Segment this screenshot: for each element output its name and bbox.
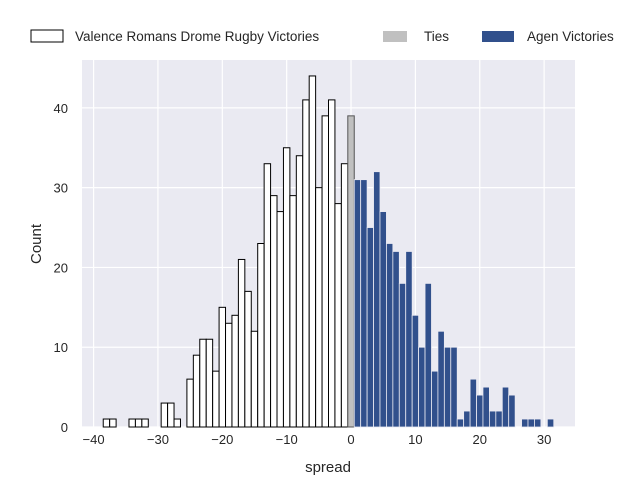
agen-bar <box>431 370 439 428</box>
agen-bar <box>386 243 394 428</box>
valence-bar <box>308 75 317 428</box>
agen-bar <box>546 418 555 428</box>
y-tick-label: 30 <box>54 181 68 196</box>
x-tick-label: 20 <box>473 432 487 447</box>
valence-bar <box>186 378 194 428</box>
legend-swatch-ties <box>383 31 407 42</box>
valence-bar <box>231 314 239 428</box>
valence-bar <box>167 402 175 428</box>
valence-bar <box>109 418 117 428</box>
agen-bar <box>463 410 471 428</box>
agen-bar <box>534 418 542 428</box>
agen-bar <box>392 251 400 428</box>
valence-bar <box>263 163 272 428</box>
valence-bar <box>257 243 265 428</box>
valence-bar <box>173 418 181 428</box>
agen-bar <box>437 330 445 428</box>
agen-bar <box>476 394 484 428</box>
valence-bar <box>205 338 214 428</box>
agen-bar <box>508 394 516 428</box>
x-tick-label: 0 <box>347 432 354 447</box>
legend-swatch-agen <box>482 31 514 42</box>
valence-bar <box>315 187 323 428</box>
x-tick-label: −30 <box>147 432 169 447</box>
valence-bar <box>328 99 336 428</box>
x-tick-label: −40 <box>83 432 105 447</box>
ties-bar <box>347 115 355 428</box>
valence-bar <box>276 211 284 428</box>
agen-bar <box>418 346 426 428</box>
legend-label-ties: Ties <box>424 29 449 44</box>
valence-bar <box>192 354 201 428</box>
valence-bar <box>218 306 227 428</box>
y-tick-label: 10 <box>54 340 68 355</box>
valence-bar <box>250 330 259 428</box>
agen-bar <box>469 378 477 428</box>
x-tick-label: 30 <box>537 432 551 447</box>
y-tick-labels: 0 10 20 30 40 <box>54 101 68 435</box>
valence-bar <box>199 338 207 428</box>
valence-bar <box>244 290 252 428</box>
valence-bar <box>160 402 169 428</box>
agen-bar <box>360 179 368 428</box>
x-tick-label: −10 <box>276 432 298 447</box>
agen-bar <box>521 418 529 428</box>
agen-bar <box>527 418 535 428</box>
valence-bar <box>102 418 111 428</box>
agen-bar <box>424 282 432 428</box>
valence-bar <box>128 418 136 428</box>
agen-bar <box>482 386 490 428</box>
y-axis-label: Count <box>28 223 45 264</box>
agen-bar <box>398 282 407 428</box>
y-tick-label: 0 <box>61 420 68 435</box>
agen-bar <box>373 171 381 428</box>
valence-bar <box>134 418 143 428</box>
agen-bar <box>379 211 387 428</box>
agen-bar <box>456 418 465 428</box>
x-axis-label: spread <box>305 459 351 476</box>
valence-bar <box>334 203 342 428</box>
agen-bar <box>489 410 497 428</box>
y-tick-label: 20 <box>54 260 68 275</box>
agen-bar <box>495 410 503 428</box>
y-tick-label: 40 <box>54 101 68 116</box>
valence-bar <box>282 147 291 428</box>
agen-bar <box>411 314 420 428</box>
legend-label-agen: Agen Victories <box>527 29 614 44</box>
agen-bar <box>450 346 458 428</box>
valence-bar <box>141 418 149 428</box>
valence-bar <box>212 370 220 428</box>
x-tick-labels: −40 −30 −20 −10 0 10 20 30 <box>83 432 552 447</box>
valence-bar <box>321 115 329 428</box>
bars <box>102 75 555 428</box>
agen-bar <box>366 227 374 428</box>
x-tick-label: −20 <box>211 432 233 447</box>
valence-bar <box>302 99 310 428</box>
legend-label-valence: Valence Romans Drome Rugby Victories <box>75 29 319 44</box>
valence-bar <box>225 322 233 428</box>
valence-bar <box>237 258 246 428</box>
agen-bar <box>501 386 510 428</box>
legend-swatch-valence <box>30 29 64 43</box>
valence-bar <box>340 163 349 428</box>
valence-bar <box>289 195 297 428</box>
agen-bar <box>405 251 413 428</box>
valence-bar <box>295 155 304 428</box>
legend: Valence Romans Drome Rugby Victories Tie… <box>30 29 614 44</box>
valence-bar <box>270 195 278 428</box>
agen-bar <box>353 179 362 428</box>
agen-bar <box>443 346 452 428</box>
x-tick-label: 10 <box>408 432 422 447</box>
